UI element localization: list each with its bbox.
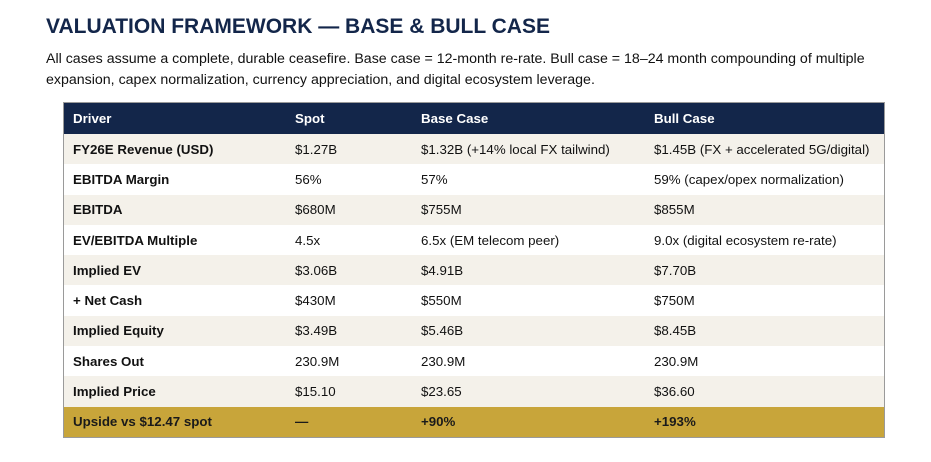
cell-base: $5.46B <box>421 323 464 339</box>
table-row: Implied EV $3.06B $4.91B $7.70B <box>64 255 884 286</box>
cell-bull: $36.60 <box>654 384 695 400</box>
cell-driver: Implied Price <box>73 384 156 400</box>
header-driver: Driver <box>73 111 112 126</box>
cell-spot: $3.06B <box>295 262 338 278</box>
cell-driver: EBITDA Margin <box>73 171 170 187</box>
cell-base: 230.9M <box>421 353 466 369</box>
cell-driver: Implied EV <box>73 262 141 278</box>
cell-driver: Implied Equity <box>73 323 164 339</box>
cell-spot: $1.27B <box>295 141 338 157</box>
table-row: FY26E Revenue (USD) $1.27B $1.32B (+14% … <box>64 134 884 165</box>
table-row: Implied Equity $3.49B $5.46B $8.45B <box>64 315 884 347</box>
cell-base: $550M <box>421 293 462 309</box>
cell-driver: FY26E Revenue (USD) <box>73 141 214 157</box>
cell-spot: 56% <box>295 171 322 187</box>
cell-bull: $750M <box>654 293 695 309</box>
cell-bull: 230.9M <box>654 353 699 369</box>
cell-base: $1.32B (+14% local FX tailwind) <box>421 141 610 157</box>
cell-bull: 9.0x (digital ecosystem re-rate) <box>654 232 837 248</box>
header-bull-case: Bull Case <box>654 111 715 126</box>
cell-base: 6.5x (EM telecom peer) <box>421 232 560 248</box>
table-row: EBITDA Margin 56% 57% 59% (capex/opex no… <box>64 164 884 195</box>
cell-bull: $855M <box>654 202 695 218</box>
header-spot: Spot <box>295 111 325 126</box>
cell-spot: 230.9M <box>295 353 340 369</box>
page-title: VALUATION FRAMEWORK — BASE & BULL CASE <box>46 15 550 38</box>
page-subtitle: All cases assume a complete, durable cea… <box>46 51 865 88</box>
cell-bull: $1.45B (FX + accelerated 5G/digital) <box>654 141 870 157</box>
footer-label: Upside vs $12.47 spot <box>73 414 212 430</box>
cell-spot: $3.49B <box>295 323 338 339</box>
table-header-row: Driver Spot Base Case Bull Case <box>64 103 884 134</box>
cell-bull: 59% (capex/opex normalization) <box>654 171 844 187</box>
cell-driver: EBITDA <box>73 202 123 218</box>
table-row: Implied Price $15.10 $23.65 $36.60 <box>64 376 884 407</box>
cell-base: $4.91B <box>421 262 464 278</box>
cell-bull: $8.45B <box>654 323 697 339</box>
cell-spot: 4.5x <box>295 232 321 248</box>
cell-spot: $680M <box>295 202 336 218</box>
cell-spot: $430M <box>295 293 336 309</box>
cell-driver: Shares Out <box>73 353 144 369</box>
table-row: + Net Cash $430M $550M $750M <box>64 285 884 316</box>
header-base-case: Base Case <box>421 111 489 126</box>
cell-spot: $15.10 <box>295 384 336 400</box>
cell-base: $755M <box>421 202 462 218</box>
cell-base: $23.65 <box>421 384 462 400</box>
footer-bull-upside: +193% <box>654 414 696 430</box>
valuation-table: Driver Spot Base Case Bull Case FY26E Re… <box>63 102 885 438</box>
cell-driver: EV/EBITDA Multiple <box>73 232 198 248</box>
cell-driver: + Net Cash <box>73 293 143 309</box>
table-row: EV/EBITDA Multiple 4.5x 6.5x (EM telecom… <box>64 224 884 256</box>
footer-spot: — <box>295 414 309 430</box>
table-row: Shares Out 230.9M 230.9M 230.9M <box>64 346 884 377</box>
table-row: EBITDA $680M $755M $855M <box>64 194 884 225</box>
cell-bull: $7.70B <box>654 262 697 278</box>
footer-base-upside: +90% <box>421 414 456 430</box>
table-footer-upside-row: Upside vs $12.47 spot — +90% +193% <box>64 406 884 437</box>
cell-base: 57% <box>421 171 448 187</box>
